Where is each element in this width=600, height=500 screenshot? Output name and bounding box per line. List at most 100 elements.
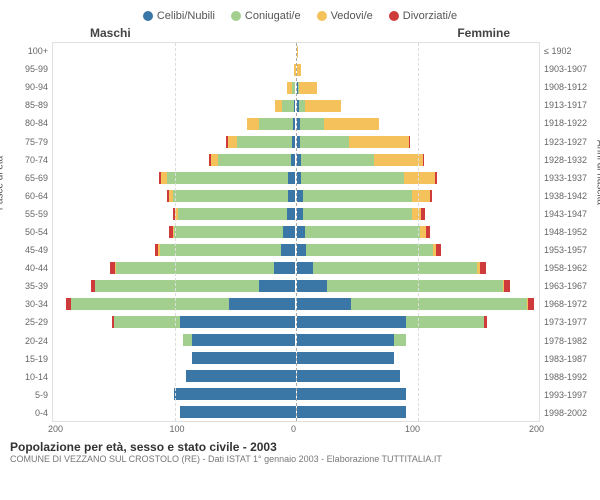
bar-segment [374,154,423,167]
legend-item: Coniugati/e [231,10,301,22]
bar-segment [247,118,259,131]
year-label: 1903-1907 [544,64,600,74]
bar-segment [480,262,486,275]
bar [247,118,296,131]
bar-segment [297,226,305,239]
age-label: 90-94 [0,82,48,92]
bar [297,388,406,401]
bar-segment [237,136,292,149]
bar [297,244,441,257]
age-label: 20-24 [0,336,48,346]
bar [180,406,295,419]
year-label: 1958-1962 [544,263,600,273]
grid-line [175,43,176,421]
bar-segment [301,172,404,185]
bar-segment [297,334,394,347]
bar-segment [404,172,434,185]
bar-segment [294,100,295,113]
bar [110,262,296,275]
bar [297,64,302,77]
bar [297,406,406,419]
bar [297,208,426,221]
bar-segment [297,46,298,59]
age-label: 85-89 [0,100,48,110]
age-label: 60-64 [0,191,48,201]
year-axis: ≤ 19021903-19071908-19121913-19171918-19… [540,42,600,422]
bar-segment [412,190,430,203]
year-label: 1963-1967 [544,281,600,291]
bar-segment [283,226,295,239]
year-label: 1908-1912 [544,82,600,92]
bar [297,82,318,95]
x-tick: 100 [169,424,184,434]
bar [297,352,394,365]
bar [159,172,296,185]
label-female: Femmine [457,26,510,40]
bar [174,388,295,401]
bar-segment [303,190,412,203]
bar-segment [71,298,229,311]
bar [297,370,400,383]
bar [173,208,295,221]
bar [91,280,296,293]
legend-swatch [317,11,327,21]
bar-segment [180,406,295,419]
x-tick: 100 [405,424,420,434]
year-label: 1953-1957 [544,245,600,255]
age-label: 30-34 [0,299,48,309]
bar-segment [282,100,294,113]
age-label: 70-74 [0,155,48,165]
bar-segment [299,82,317,95]
bar-segment [297,352,394,365]
bar-segment [300,136,348,149]
bar [297,280,510,293]
bar-segment [160,244,281,257]
bar-segment [174,388,295,401]
bar-segment [297,280,327,293]
bar-segment [95,280,259,293]
bar-segment [218,154,291,167]
bar-segment [297,244,307,257]
footer: Popolazione per età, sesso e stato civil… [0,434,600,464]
age-label: 0-4 [0,408,48,418]
bar [297,100,342,113]
chart-title: Popolazione per età, sesso e stato civil… [10,440,590,454]
bar [297,154,424,167]
bar-segment [291,154,296,167]
bar-segment [183,334,193,347]
year-label: 1973-1977 [544,317,600,327]
age-label: 45-49 [0,245,48,255]
year-label: 1988-1992 [544,372,600,382]
grid-line [418,43,419,421]
x-axis-left: 200 100 0 [48,424,296,434]
bar-segment [306,244,433,257]
bar-segment [412,208,422,221]
bar [226,136,295,149]
bar-segment [274,262,296,275]
bar-segment [192,352,295,365]
age-label: 80-84 [0,118,48,128]
bar-segment [297,370,400,383]
bar-segment [528,298,534,311]
bar-segment [211,154,218,167]
bar-segment [293,118,295,131]
year-label: 1923-1927 [544,137,600,147]
bar-segment [259,118,293,131]
bar-segment [436,244,441,257]
bar [297,46,298,59]
age-label: 40-44 [0,263,48,273]
legend-swatch [389,11,399,21]
bar-segment [351,298,527,311]
bar [112,316,295,329]
bar-segment [423,154,424,167]
bar-segment [116,262,274,275]
bar-segment [275,100,282,113]
bar-segment [305,100,341,113]
bar [66,298,295,311]
bar-segment [297,388,406,401]
bar-segment [287,208,295,221]
bar-segment [174,226,283,239]
legend-item: Vedovi/e [317,10,373,22]
year-label: 1948-1952 [544,227,600,237]
bar-segment [327,280,503,293]
